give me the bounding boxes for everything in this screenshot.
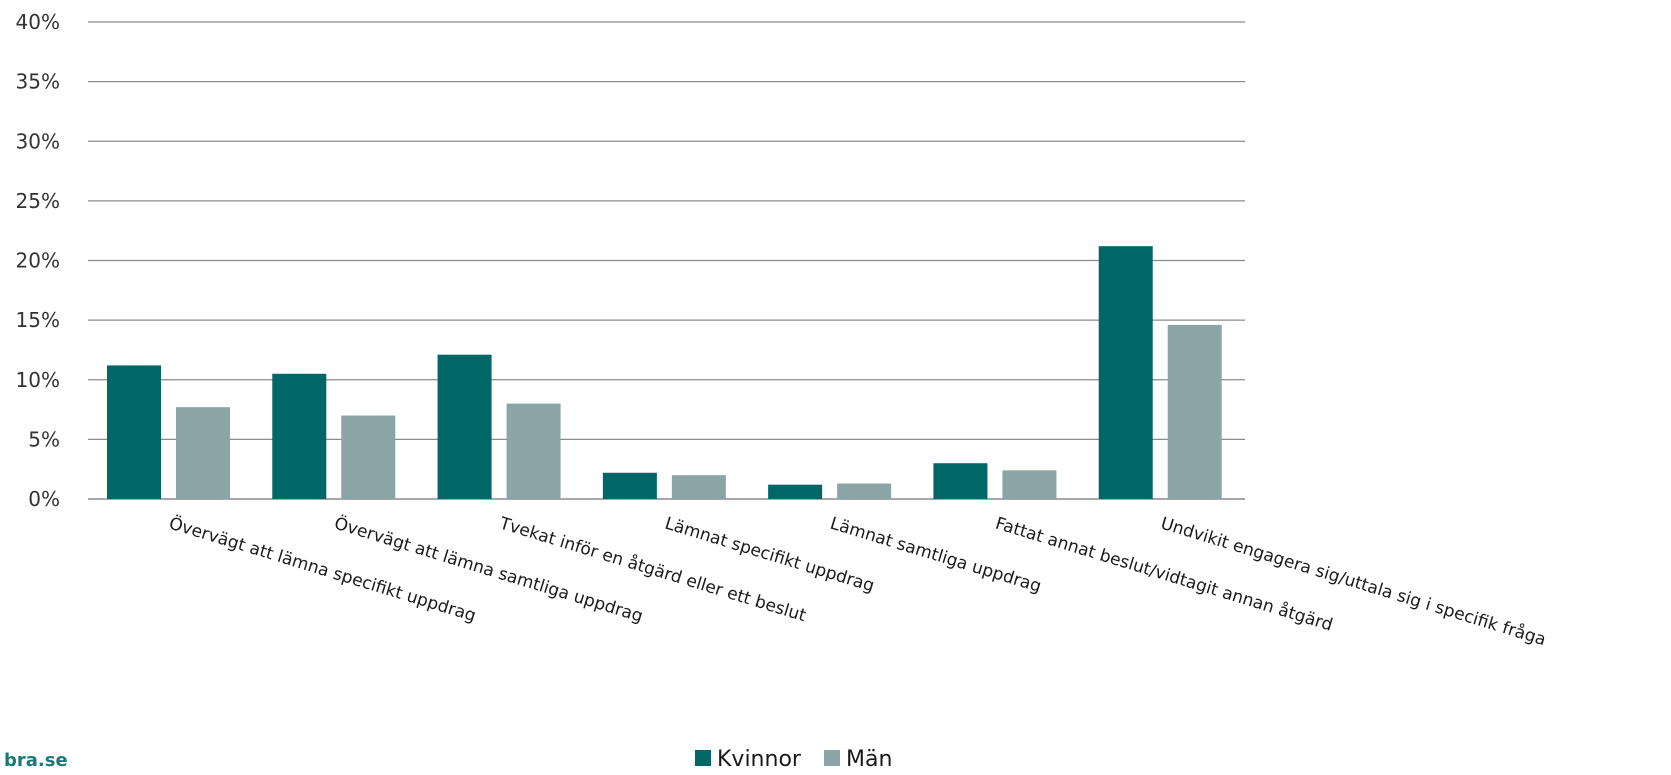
bar-man bbox=[671, 475, 726, 499]
y-axis-ticks: 0% 5% 10% 15% 20% 25% 30% 35% 40% bbox=[16, 10, 60, 511]
bar-man bbox=[506, 403, 561, 499]
y-tick-label: 10% bbox=[16, 368, 60, 392]
gridlines bbox=[88, 21, 1245, 500]
y-tick-label: 35% bbox=[16, 70, 60, 94]
y-tick-label: 15% bbox=[16, 308, 60, 332]
bar-kvinnor bbox=[437, 354, 492, 499]
bar-man bbox=[341, 415, 396, 499]
y-tick-label: 5% bbox=[28, 427, 60, 451]
bar-man bbox=[176, 407, 230, 499]
bar-kvinnor bbox=[107, 365, 161, 499]
y-tick-label: 0% bbox=[28, 487, 60, 511]
y-tick-label: 40% bbox=[16, 10, 60, 34]
x-category-label: Tvekat inför en åtgärd eller ett beslut bbox=[496, 512, 809, 626]
bar-kvinnor bbox=[602, 472, 657, 499]
bar-kvinnor bbox=[768, 484, 823, 499]
y-tick-label: 30% bbox=[16, 129, 60, 153]
bar-kvinnor bbox=[1098, 246, 1153, 499]
legend-swatch bbox=[824, 750, 840, 766]
y-tick-label: 25% bbox=[16, 189, 60, 213]
x-category-label: Övervägt att lämna specifikt uppdrag bbox=[167, 512, 479, 627]
x-category-label: Övervägt att lämna samtliga uppdrag bbox=[332, 512, 646, 627]
bar-kvinnor bbox=[272, 373, 327, 499]
bar-man bbox=[837, 483, 892, 499]
footer-brand: bra.se bbox=[4, 750, 68, 771]
y-tick-label: 20% bbox=[16, 249, 60, 273]
legend-label: Män bbox=[846, 747, 892, 772]
legend: Kvinnor Män bbox=[695, 747, 892, 772]
bars bbox=[107, 246, 1222, 499]
x-axis-labels: Övervägt att lämna specifikt uppdragÖver… bbox=[167, 512, 1549, 650]
bar-man bbox=[1167, 324, 1222, 499]
bar-kvinnor bbox=[933, 463, 988, 499]
bar-man bbox=[1002, 470, 1057, 499]
legend-label: Kvinnor bbox=[717, 747, 802, 772]
legend-swatch bbox=[695, 750, 711, 766]
